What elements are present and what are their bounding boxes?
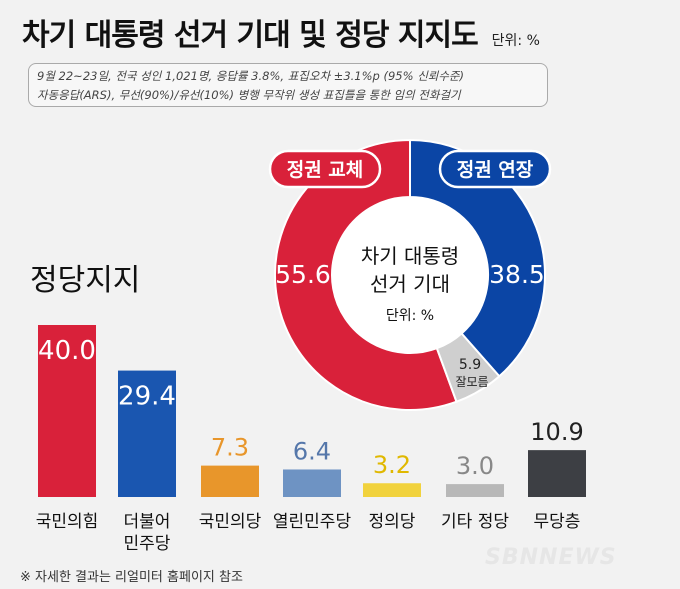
pill-regime-extension	[438, 149, 552, 189]
page-title: 차기 대통령 선거 기대 및 정당 지지도	[22, 18, 479, 53]
survey-note-line-2: 자동응답(ARS), 무선(90%)/유선(10%) 병행 무작위 생성 표집틀…	[37, 88, 461, 102]
watermark: SBNNEWS	[485, 545, 617, 570]
bar-category-5: 기타 정당	[441, 512, 509, 532]
bar-category-1-line2: 민주당	[124, 534, 171, 554]
bar-3	[283, 469, 341, 497]
bar-value-1: 29.4	[118, 382, 176, 412]
bar-value-3: 6.4	[293, 437, 331, 465]
bar-value-5: 3.0	[456, 452, 494, 480]
bar-category-3: 열린민주당	[273, 512, 352, 532]
survey-note-box: 9월 22~23일, 전국 성인 1,021명, 응답률 3.8%, 표집오차 …	[28, 63, 548, 107]
chart-header: 차기 대통령 선거 기대 및 정당 지지도 단위: %	[22, 10, 540, 54]
donut-center-title-1: 차기 대통령	[361, 244, 459, 268]
donut-center-unit: 단위: %	[386, 308, 434, 324]
donut-hole	[332, 197, 488, 353]
footnote: ※ 자세한 결과는 리얼미터 홈페이지 참조	[20, 570, 243, 585]
bar-value-0: 40.0	[38, 336, 96, 366]
bar-6	[528, 450, 586, 497]
unit-label: 단위: %	[491, 33, 540, 49]
pill-label-regime-extension: 정권 연장	[457, 159, 534, 181]
bar-0	[38, 325, 96, 497]
bar-category-4: 정의당	[369, 512, 416, 532]
bar-4	[363, 483, 421, 497]
bar-category-0: 국민의힘	[36, 512, 99, 532]
pill-regime-change	[268, 149, 382, 189]
bar-2	[201, 465, 259, 497]
survey-note-line-1: 9월 22~23일, 전국 성인 1,021명, 응답률 3.8%, 표집오차 …	[37, 69, 465, 83]
bar-value-2: 7.3	[211, 434, 249, 462]
donut-value-regime-extension: 38.5	[489, 260, 545, 289]
donut-label-unsure: 잘모름	[455, 375, 488, 389]
bar-value-4: 3.2	[373, 451, 411, 479]
donut-value-regime-change: 55.6	[275, 260, 331, 289]
party-support-label: 정당지지	[30, 263, 141, 298]
donut-value-unsure: 5.9	[459, 357, 481, 373]
bar-5	[446, 484, 504, 497]
bar-category-1-line1: 더불어	[124, 512, 171, 532]
bar-1	[118, 370, 176, 497]
donut-center-title-2: 선거 기대	[370, 272, 450, 296]
pill-label-regime-change: 정권 교체	[287, 159, 364, 181]
bar-value-6: 10.9	[530, 418, 583, 446]
bar-category-2: 국민의당	[199, 512, 262, 532]
bar-category-6: 무당층	[534, 512, 581, 532]
